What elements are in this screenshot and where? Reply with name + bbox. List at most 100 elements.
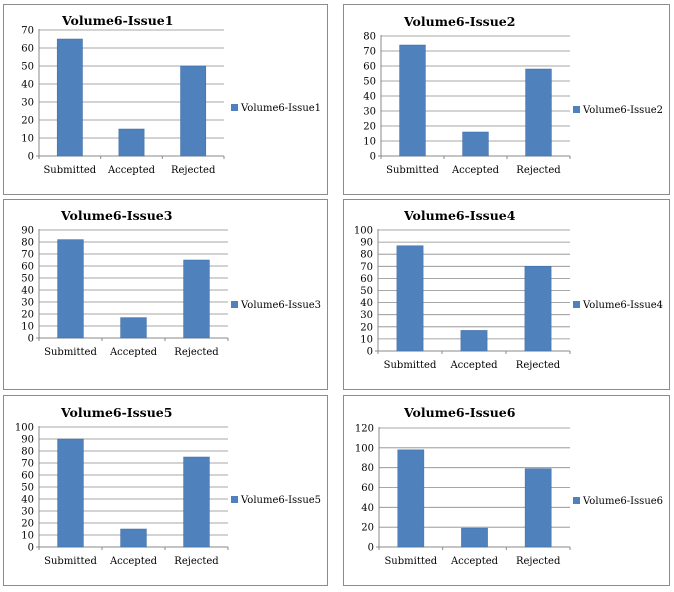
chart-panel-5: Volume6-Issue5 0 10 20 30 40 50 60 70 80 90 100 Subm… <box>3 395 328 586</box>
bar-accepted <box>120 317 147 339</box>
legend-swatch <box>573 106 580 113</box>
x-category-label: Rejected <box>516 165 561 176</box>
x-category-label: Accepted <box>450 556 499 567</box>
chart-title: Volume6-Issue6 <box>403 405 516 420</box>
chart-svg-6: Volume6-Issue6 0 20 40 60 80 100 120 Submitted Ac… <box>355 405 663 567</box>
x-category-label: Submitted <box>44 556 97 567</box>
y-tick-label: 90 <box>21 226 34 237</box>
y-tick-label: 0 <box>367 347 373 358</box>
y-tick-label: 60 <box>21 44 34 55</box>
chart-title: Volume6-Issue3 <box>60 208 172 223</box>
bar-rejected <box>524 266 552 352</box>
y-tick-label: 40 <box>21 495 34 506</box>
chart-title: Volume6-Issue4 <box>403 208 516 223</box>
legend-swatch <box>231 104 238 111</box>
legend-label: Volume6-Issue2 <box>582 105 663 116</box>
y-tick-label: 70 <box>363 47 376 58</box>
y-tick-label: 30 <box>363 107 376 118</box>
x-category-label: Accepted <box>451 165 500 176</box>
y-tick-label: 20 <box>363 122 376 133</box>
legend-swatch <box>573 301 580 308</box>
chart-title: Volume6-Issue2 <box>403 14 515 29</box>
x-category-label: Accepted <box>109 556 158 567</box>
bar-submitted <box>399 44 426 157</box>
y-tick-label: 10 <box>21 322 34 333</box>
chart-title: Volume6-Issue5 <box>60 405 172 420</box>
y-tick-label: 50 <box>363 77 376 88</box>
y-tick-label: 30 <box>21 298 34 309</box>
x-category-label: Accepted <box>109 347 158 358</box>
y-tick-label: 0 <box>370 152 376 163</box>
legend-label: Volume6-Issue4 <box>582 300 663 311</box>
x-category-label: Submitted <box>384 556 437 567</box>
y-tick-label: 80 <box>21 238 34 249</box>
y-tick-label: 30 <box>21 507 34 518</box>
y-tick-label: 40 <box>361 503 374 514</box>
bar-submitted <box>396 245 424 352</box>
y-tick-label: 20 <box>21 310 34 321</box>
bar-rejected <box>525 68 552 157</box>
legend-swatch <box>231 301 238 308</box>
chart-svg-1: Volume6-Issue1 0 10 20 30 40 50 60 70 Submitted Ac… <box>21 13 321 176</box>
x-category-label: Submitted <box>44 347 97 358</box>
bar-rejected <box>180 65 207 157</box>
bar-rejected <box>183 259 210 339</box>
y-tick-label: 70 <box>21 250 34 261</box>
bar-submitted <box>397 449 425 548</box>
y-tick-label: 20 <box>360 322 373 333</box>
legend-label: Volume6-Issue1 <box>240 103 321 114</box>
y-tick-label: 120 <box>355 424 374 435</box>
y-tick-label: 60 <box>361 483 374 494</box>
chart-title: Volume6-Issue1 <box>61 13 173 28</box>
y-tick-label: 70 <box>21 459 34 470</box>
x-category-label: Submitted <box>384 360 437 371</box>
y-tick-label: 40 <box>21 80 34 91</box>
chart-panel-4: Volume6-Issue4 0 10 20 30 40 50 60 70 80 90 100 Subm… <box>343 199 670 390</box>
y-tick-label: 10 <box>360 334 373 345</box>
y-tick-label: 50 <box>21 274 34 285</box>
bar-accepted <box>118 128 145 157</box>
legend-label: Volume6-Issue6 <box>582 496 663 507</box>
x-category-label: Rejected <box>174 556 219 567</box>
chart-panel-1: Volume6-Issue1 0 10 20 30 40 50 60 70 Submitted Ac… <box>3 4 328 195</box>
bar-submitted <box>57 438 84 548</box>
chart-panel-3: Volume6-Issue3 0 10 20 30 40 50 60 70 80 90 Submitt… <box>3 199 328 390</box>
y-tick-label: 50 <box>21 62 34 73</box>
y-tick-label: 30 <box>360 310 373 321</box>
y-tick-label: 50 <box>21 483 34 494</box>
y-tick-label: 80 <box>363 32 376 43</box>
y-tick-label: 60 <box>21 471 34 482</box>
y-tick-label: 50 <box>360 286 373 297</box>
y-tick-label: 10 <box>21 531 34 542</box>
x-category-label: Submitted <box>386 165 439 176</box>
y-tick-label: 60 <box>363 62 376 73</box>
y-tick-label: 60 <box>21 262 34 273</box>
bar-rejected <box>183 456 210 548</box>
legend-swatch <box>231 496 238 503</box>
y-tick-label: 90 <box>360 238 373 249</box>
legend-swatch <box>573 497 580 504</box>
y-tick-label: 100 <box>15 423 34 434</box>
y-tick-label: 30 <box>21 98 34 109</box>
bar-rejected <box>524 468 552 548</box>
y-tick-label: 0 <box>28 152 34 163</box>
x-category-label: Rejected <box>516 556 561 567</box>
y-tick-label: 10 <box>363 137 376 148</box>
y-tick-label: 40 <box>363 92 376 103</box>
bar-submitted <box>57 239 84 339</box>
x-category-label: Submitted <box>43 165 96 176</box>
y-tick-label: 70 <box>21 26 34 37</box>
bar-submitted <box>56 38 83 157</box>
y-tick-label: 100 <box>354 226 373 237</box>
legend-label: Volume6-Issue3 <box>240 300 321 311</box>
y-tick-label: 80 <box>21 447 34 458</box>
bar-accepted <box>461 527 488 548</box>
x-category-label: Rejected <box>171 165 216 176</box>
bar-accepted <box>462 131 489 157</box>
x-category-label: Rejected <box>174 347 219 358</box>
chart-svg-2: Volume6-Issue2 0 10 20 30 40 50 60 70 80 Submitted… <box>363 14 663 176</box>
chart-panel-2: Volume6-Issue2 0 10 20 30 40 50 60 70 80 Submitted… <box>343 4 670 195</box>
chart-panel-6: Volume6-Issue6 0 20 40 60 80 100 120 Submitted Ac… <box>343 395 670 586</box>
